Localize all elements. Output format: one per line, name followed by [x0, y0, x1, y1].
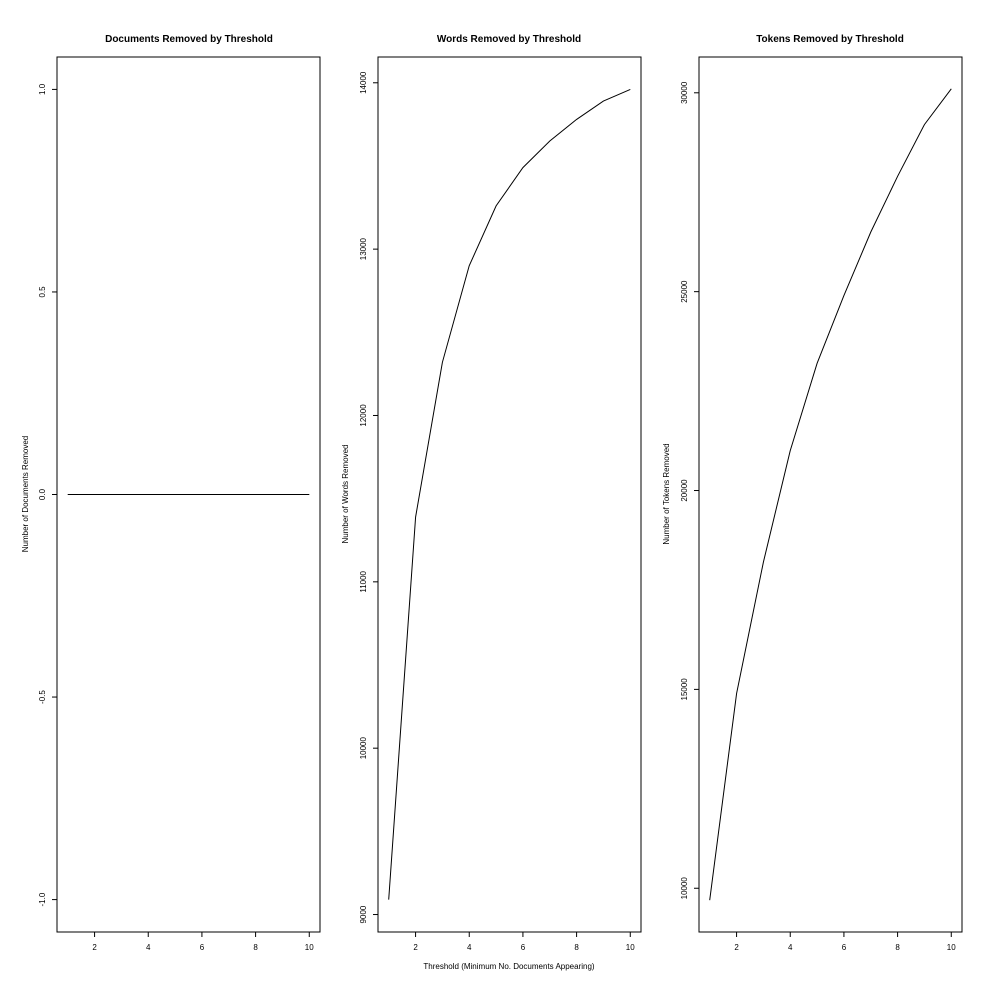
x-tick-label: 10 — [305, 943, 314, 952]
x-tick-label: 8 — [253, 943, 258, 952]
tokens-removed-panel: Tokens Removed by Threshold Number of To… — [662, 34, 963, 952]
x-tick-label: 6 — [200, 943, 205, 952]
series-line — [388, 88, 631, 900]
y-tick-label: 30000 — [680, 81, 689, 104]
documents-removed-panel: Documents Removed by Threshold Number of… — [21, 34, 321, 952]
y-tick-label: -0.5 — [38, 690, 47, 704]
y-axis-label: Number of Tokens Removed — [662, 443, 671, 544]
y-tick-label: 25000 — [680, 280, 689, 303]
y-tick-label: 0.0 — [38, 488, 47, 500]
y-tick-label: 10000 — [680, 877, 689, 900]
y-tick-label: 13000 — [359, 237, 368, 260]
panel-title: Tokens Removed by Threshold — [756, 34, 904, 45]
x-tick-label: 10 — [626, 943, 635, 952]
x-tick-label: 10 — [947, 943, 956, 952]
y-tick-label: 10000 — [359, 737, 368, 760]
y-tick-label: 20000 — [680, 479, 689, 502]
y-tick-label: 11000 — [359, 570, 368, 592]
x-tick-label: 2 — [413, 943, 418, 952]
x-tick-label: 6 — [842, 943, 847, 952]
x-tick-label: 6 — [521, 943, 526, 952]
x-axis-label: Threshold (Minimum No. Documents Appeari… — [423, 962, 595, 971]
y-tick-label: 15000 — [680, 678, 689, 701]
x-tick-label: 4 — [146, 943, 151, 952]
x-tick-label: 2 — [734, 943, 739, 952]
y-axis-label: Number of Words Removed — [341, 445, 350, 544]
x-tick-label: 8 — [574, 943, 579, 952]
x-tick-label: 4 — [788, 943, 793, 952]
y-tick-label: 14000 — [359, 71, 368, 94]
y-axis-label: Number of Documents Removed — [21, 436, 30, 553]
x-tick-label: 8 — [895, 943, 900, 952]
y-tick-label: 12000 — [359, 404, 368, 427]
words-removed-panel: Words Removed by Threshold Number of Wor… — [341, 34, 642, 971]
y-tick-label: 9000 — [359, 905, 368, 923]
plot-frame — [377, 56, 642, 933]
x-tick-label: 2 — [92, 943, 97, 952]
panel-title: Words Removed by Threshold — [437, 34, 581, 45]
series-line — [709, 88, 952, 901]
y-tick-label: 1.0 — [38, 83, 47, 95]
y-tick-label: -1.0 — [38, 892, 47, 906]
x-tick-label: 4 — [467, 943, 472, 952]
panel-title: Documents Removed by Threshold — [105, 34, 273, 45]
plot-frame — [698, 56, 963, 933]
y-tick-label: 0.5 — [38, 286, 47, 298]
